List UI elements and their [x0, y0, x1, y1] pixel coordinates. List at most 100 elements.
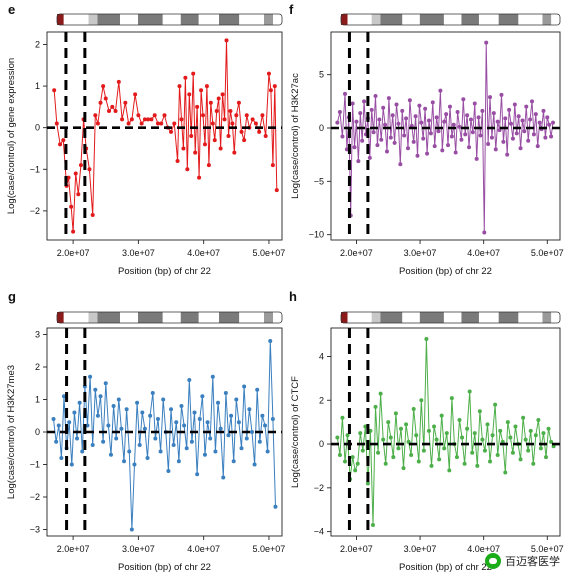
ideogram-band — [461, 14, 479, 25]
data-point — [340, 415, 345, 420]
data-point — [493, 402, 498, 407]
data-point — [199, 88, 204, 93]
data-point — [398, 426, 403, 431]
data-point — [392, 140, 397, 145]
data-point — [401, 466, 406, 471]
data-point — [508, 435, 513, 440]
data-point — [367, 155, 372, 160]
data-point — [413, 114, 418, 119]
plot-frame — [330, 31, 561, 241]
ideogram-band — [264, 312, 273, 323]
data-point — [54, 439, 59, 444]
data-point — [447, 104, 452, 109]
data-point — [460, 435, 465, 440]
data-point — [531, 461, 536, 466]
data-point — [391, 455, 396, 460]
data-point — [69, 462, 74, 467]
data-point — [200, 394, 205, 399]
data-point — [533, 433, 538, 438]
data-point — [67, 420, 72, 425]
data-point — [432, 144, 437, 149]
data-point — [213, 449, 218, 454]
data-point — [76, 192, 81, 197]
data-point — [78, 163, 83, 168]
data-point — [127, 449, 132, 454]
data-point — [398, 162, 403, 167]
data-point — [533, 112, 538, 117]
x-axis-title: Position (bp) of chr 22 — [118, 562, 211, 573]
data-point — [454, 455, 459, 460]
x-tick-label: 4.0e+07 — [187, 248, 220, 258]
data-point — [417, 103, 422, 108]
chromosome-ideogram — [340, 13, 561, 26]
data-point — [140, 410, 145, 415]
data-point — [472, 431, 477, 436]
x-tick-label: 2.0e+07 — [57, 544, 90, 554]
y-tick-label: −2 — [30, 492, 40, 502]
plot-frame — [46, 31, 283, 241]
data-point — [353, 468, 358, 473]
data-point — [239, 446, 244, 451]
data-point — [510, 450, 515, 455]
y-tick-label: −1 — [30, 164, 40, 174]
data-point — [439, 413, 444, 418]
data-point — [459, 137, 464, 142]
data-point — [182, 423, 187, 428]
data-point — [242, 384, 247, 389]
data-point — [132, 462, 137, 467]
data-point — [220, 92, 225, 97]
data-point — [449, 134, 454, 139]
data-point — [270, 417, 275, 421]
data-point — [249, 430, 254, 434]
data-point — [547, 122, 552, 127]
data-point — [101, 439, 106, 444]
ideogram-band — [371, 312, 381, 323]
data-point — [222, 117, 227, 122]
data-point — [195, 472, 200, 477]
data-point — [150, 391, 155, 395]
ideogram-outline — [56, 13, 283, 26]
data-point — [429, 463, 434, 468]
data-point — [268, 88, 273, 93]
data-point — [442, 119, 447, 124]
data-point — [224, 38, 229, 43]
data-point — [405, 146, 410, 151]
data-point — [106, 423, 111, 428]
y-tick-label: 3 — [35, 330, 40, 340]
data-point — [216, 400, 221, 405]
data-point — [530, 99, 535, 104]
data-point — [370, 523, 375, 528]
data-point — [135, 400, 140, 405]
data-point — [498, 428, 503, 433]
data-point — [546, 426, 551, 431]
data-point — [90, 443, 95, 447]
ideogram-band — [264, 14, 273, 25]
data-point — [499, 92, 504, 97]
ideogram-band — [180, 14, 199, 25]
data-point — [549, 134, 554, 139]
data-point — [88, 374, 93, 379]
data-point — [451, 122, 456, 127]
x-tick-label: 2.0e+07 — [57, 248, 90, 258]
data-point — [98, 394, 103, 399]
series-line — [53, 39, 278, 233]
data-point — [463, 132, 468, 137]
data-point — [189, 134, 194, 138]
data-point — [371, 130, 376, 135]
y-tick-label: 0 — [35, 123, 40, 133]
data-point — [543, 135, 548, 140]
data-point — [541, 108, 546, 113]
data-point — [434, 437, 439, 442]
data-point — [142, 117, 147, 122]
ideogram-band — [273, 312, 282, 323]
wechat-icon — [485, 553, 501, 569]
data-point — [352, 145, 357, 150]
y-axis-title: Log(case/control) of H3K27me3 — [6, 365, 17, 499]
data-point — [362, 99, 367, 104]
data-point — [201, 113, 206, 118]
data-point — [453, 150, 458, 155]
data-point — [411, 139, 416, 144]
panel-f: f −10 −5 0 5 2.0e+07 3.0e+07 4.0e+07 5.0e+07 Posi… — [289, 2, 564, 277]
data-point — [354, 119, 359, 124]
data-point — [116, 397, 121, 402]
